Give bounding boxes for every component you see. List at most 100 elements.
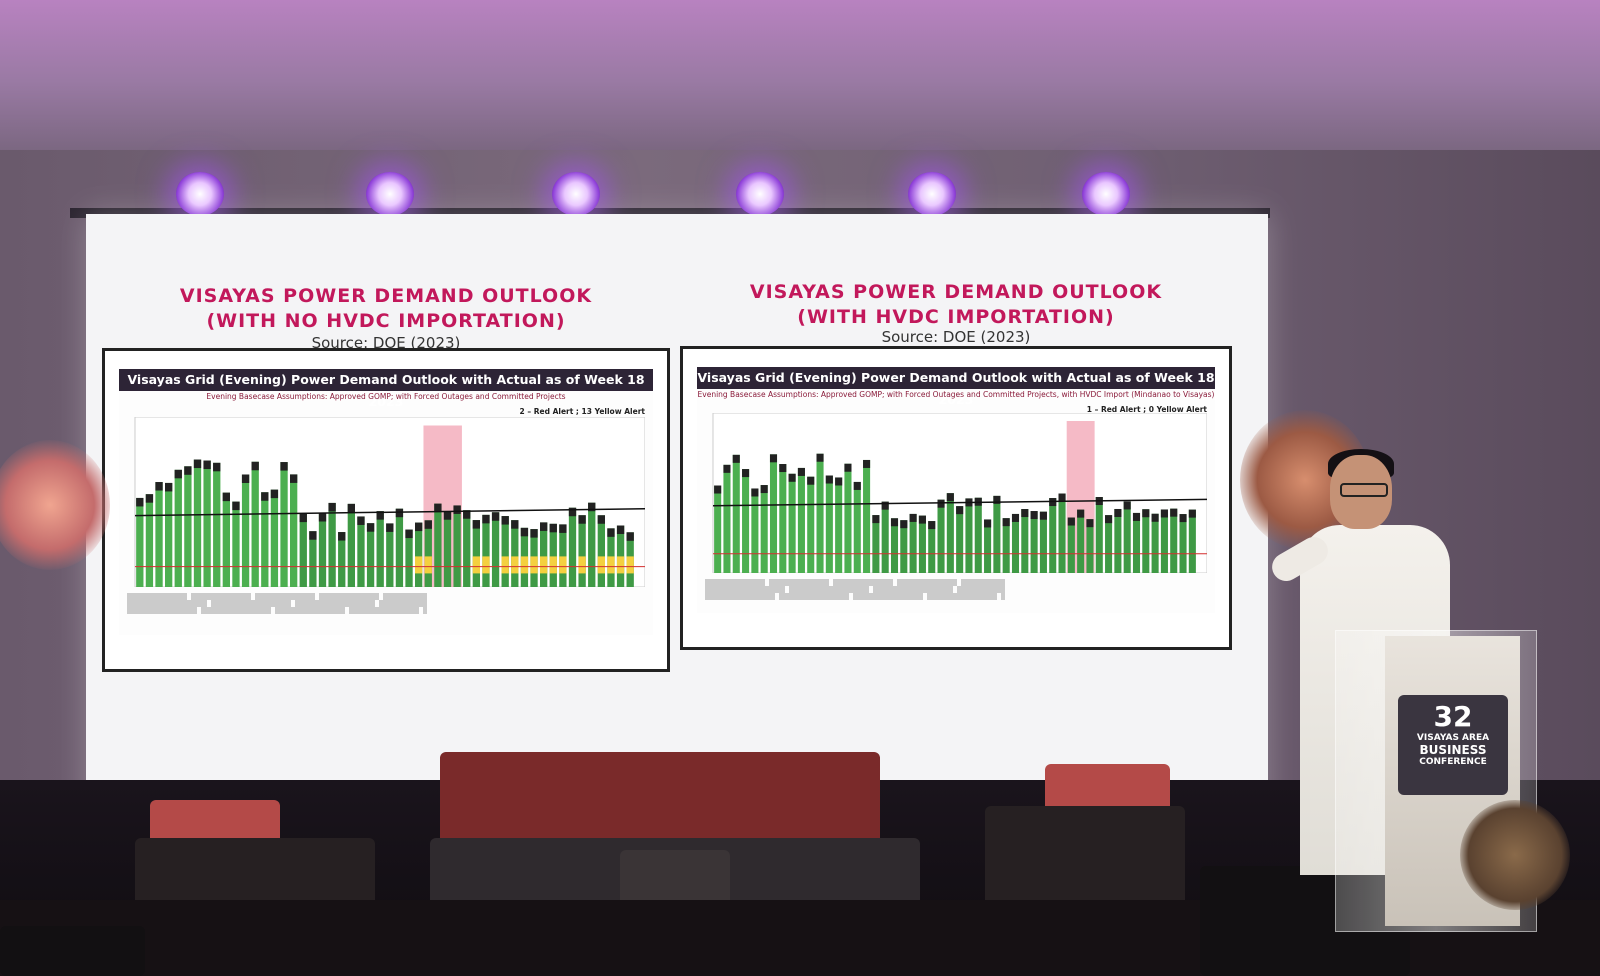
chart-bar [193,459,202,587]
chart-bar-segment [956,506,964,515]
chart-bar-segment [853,481,861,490]
chart-bar [946,493,954,573]
chart-bar [213,462,221,587]
chart-bar-segment [1188,509,1196,518]
chart-bar [863,459,871,573]
chart-bar-segment [136,497,144,507]
chart-bar [1002,518,1010,573]
chart-bar-segment [626,556,634,574]
chart-bar-segment [261,492,269,501]
chart-panel-right: Visayas Grid (Evening) Power Demand Outl… [680,346,1232,650]
chart-bar-segment [568,507,577,517]
chart-bar [405,529,413,587]
chart-bar-segment [299,513,307,523]
projection-screen: VISAYAS POWER DEMAND OUTLOOK (WITH NO HV… [86,214,1268,814]
chart-bar [357,516,365,587]
chart-bar-segment [1179,514,1187,523]
chart-bar [835,477,843,573]
chart-bar [1049,498,1057,573]
chart-bar [993,495,1001,573]
chart-bar-segment [825,475,833,484]
chart-bar [1170,508,1178,573]
chart-bar [299,513,307,587]
chart-bar [751,488,759,573]
chart-bar-segment [616,556,625,574]
chart-bar-segment [443,511,452,520]
chart-bar-segment [232,501,240,511]
chart-bar-segment [607,528,615,537]
chart-bar [1067,517,1075,573]
chart-bar-segment [415,522,423,532]
chart-bar [1123,501,1131,573]
chart-bar [1011,513,1020,573]
chart-bar [145,494,154,587]
chart-bar [974,497,982,573]
chart-bar-segment [1160,509,1168,518]
slide-title-line: VISAYAS POWER DEMAND OUTLOOK [179,285,593,307]
decorative-sphere [1460,800,1570,910]
chart-bar-segment [1114,508,1122,517]
chart-bar-segment [424,520,432,529]
chart-bar-segment [1123,501,1131,510]
bar-chart-graphic [134,417,645,587]
chart-bar-segment [376,511,384,520]
chart-bar [890,518,899,573]
chart-bar [1142,509,1150,573]
chart-bar-segment [1011,513,1020,522]
chart-bar-segment [222,492,230,502]
demand-line [712,498,1207,507]
chart-bar [816,453,824,573]
chart-bar [1095,497,1103,573]
chart-bar-segment [559,556,567,574]
chart-bar-segment [844,463,852,472]
chart-bar [1188,509,1196,573]
chart-bar [395,508,404,587]
chart-bar [760,485,768,573]
chart-bar-segment [251,461,259,471]
chart-bar [434,503,442,587]
chart-bar-segment [797,467,805,476]
logo-text: CONFERENCE [1419,757,1487,767]
chart-bar [472,520,480,587]
chart-bar [1179,514,1187,573]
chart-bar-segment [366,523,375,532]
chart-title: Visayas Grid (Evening) Power Demand Outl… [119,369,653,409]
chart-bar [184,466,192,587]
chart-notes [705,579,1005,600]
chart-bar [881,501,889,573]
chart-bar [540,522,548,587]
chart-bar-segment [530,556,538,574]
chart-bar-segment [386,523,394,532]
chart-bar [482,514,490,587]
chart-bar [155,482,163,587]
chart-bar [1132,512,1141,573]
chart-bar-segment [328,502,336,512]
chart-bar [443,511,452,587]
bar-chart-graphic [712,413,1207,573]
chart-bar-segment [463,510,471,519]
chart-bar-segment [788,473,796,482]
chart-bar-segment [597,515,605,524]
chart-bar-segment [453,505,461,514]
chart-bar [270,489,279,587]
chart-bar-segment [881,501,889,510]
chart-bar-segment [270,489,279,499]
chart-bar [900,520,908,573]
stage-spotlight [736,172,784,216]
chart-bar [559,524,567,587]
chart-bar-segment [578,515,586,524]
chart-bar-segment [357,516,365,525]
chart-bar-segment [540,522,548,531]
chart-bar-segment [993,495,1001,504]
chart-bar [280,462,288,587]
chart-bar-segment [165,482,173,492]
chart-bar-segment [769,454,778,463]
chart-bar [424,520,432,587]
chart-bar-segment [520,527,529,537]
chart-bar-segment [491,512,500,521]
chart-bar-segment [145,494,154,503]
chart-bar-segment [501,556,509,574]
chart-bar-segment [597,556,605,574]
conference-logo: 32 VISAYAS AREA BUSINESS CONFERENCE [1398,695,1508,795]
chart-bar-segment [184,466,192,475]
